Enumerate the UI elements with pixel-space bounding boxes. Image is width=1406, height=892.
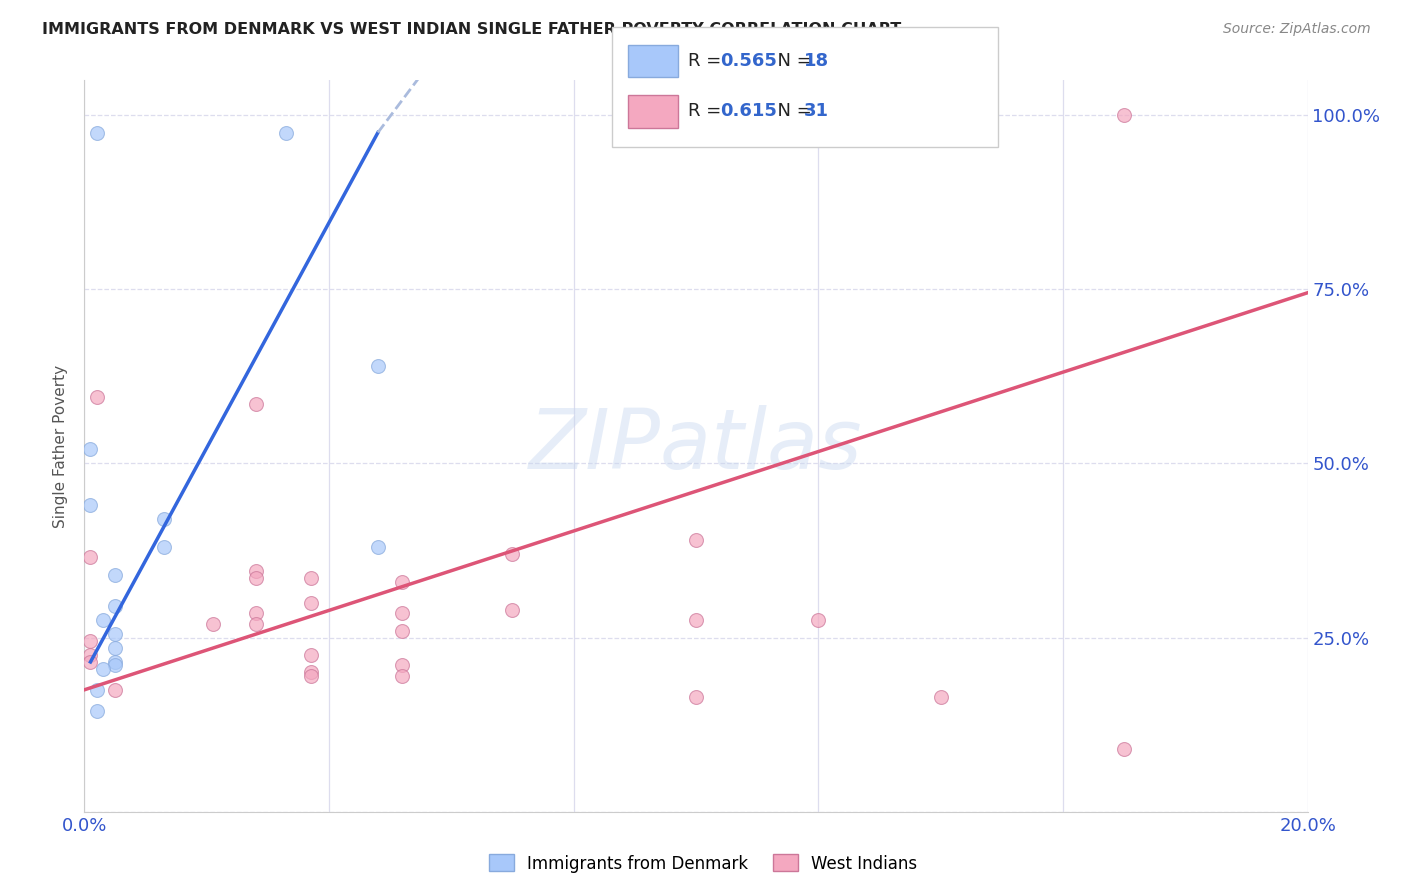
Point (391, 658, 413, 673)
Text: IMMIGRANTS FROM DENMARK VS WEST INDIAN SINGLE FATHER POVERTY CORRELATION CHART: IMMIGRANTS FROM DENMARK VS WEST INDIAN S… (42, 22, 901, 37)
Point (1114, 108, 1136, 122)
Point (502, 547, 524, 561)
Text: R =: R = (688, 52, 727, 70)
Point (245, 565, 267, 579)
Point (91, 662, 114, 676)
Point (79, 634, 101, 648)
Point (104, 682, 127, 697)
Point (1114, 742, 1136, 756)
Point (245, 606, 267, 620)
Text: R =: R = (688, 103, 727, 120)
Point (79, 655, 101, 669)
Point (86, 390, 108, 404)
Point (391, 574, 413, 589)
Point (685, 613, 707, 627)
Point (367, 359, 389, 373)
Point (104, 599, 127, 614)
Text: 18: 18 (804, 52, 830, 70)
Text: 31: 31 (804, 103, 830, 120)
Point (502, 603, 524, 617)
Point (299, 669, 322, 683)
Text: 0.565: 0.565 (720, 52, 776, 70)
Point (104, 627, 127, 641)
Point (391, 669, 413, 683)
Point (79, 498, 101, 512)
Point (104, 658, 127, 673)
Legend: Immigrants from Denmark, West Indians: Immigrants from Denmark, West Indians (482, 847, 924, 880)
Point (79, 442, 101, 457)
Point (201, 616, 224, 631)
Point (86, 126, 108, 140)
Point (104, 567, 127, 582)
Point (299, 571, 322, 585)
Text: N =: N = (766, 52, 818, 70)
Point (685, 533, 707, 547)
Point (299, 665, 322, 680)
Point (104, 655, 127, 669)
Text: ZIPatlas: ZIPatlas (529, 406, 863, 486)
Y-axis label: Single Father Poverty: Single Father Poverty (53, 365, 69, 527)
Point (91, 613, 114, 627)
Point (367, 540, 389, 554)
Point (86, 682, 108, 697)
Point (685, 690, 707, 704)
Point (104, 640, 127, 655)
Point (929, 690, 952, 704)
Point (276, 126, 298, 140)
Point (153, 540, 176, 554)
Text: N =: N = (766, 103, 818, 120)
Point (86, 704, 108, 718)
Point (299, 648, 322, 662)
Point (299, 596, 322, 610)
Point (79, 648, 101, 662)
Text: 0.615: 0.615 (720, 103, 776, 120)
Point (807, 613, 830, 627)
Point (245, 571, 267, 585)
Text: Source: ZipAtlas.com: Source: ZipAtlas.com (1223, 22, 1371, 37)
Point (245, 397, 267, 411)
Point (79, 550, 101, 565)
Point (153, 512, 176, 526)
Point (391, 624, 413, 638)
Point (245, 616, 267, 631)
Point (391, 606, 413, 620)
